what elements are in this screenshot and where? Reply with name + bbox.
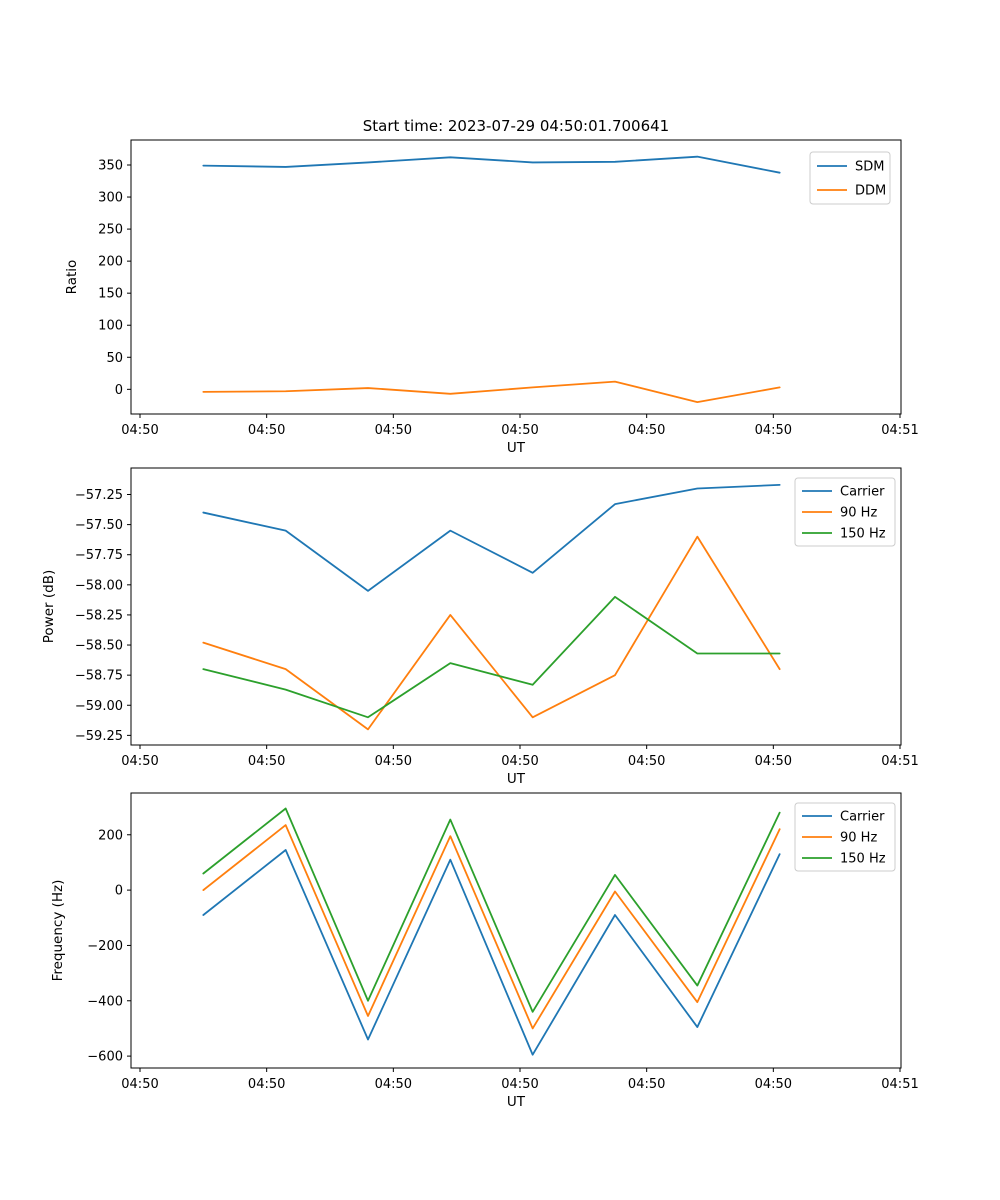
- series-line-carrier: [202, 483, 781, 592]
- y-tick-label: 200: [98, 255, 123, 270]
- legend-box: [794, 802, 896, 872]
- x-tick-label: 04:50: [375, 754, 412, 769]
- y-tick-label: 50: [106, 351, 123, 366]
- y-axis-label: Ratio: [64, 260, 80, 295]
- y-tick-label: 250: [98, 223, 123, 238]
- y-tick-label: 150: [98, 287, 123, 302]
- x-axis-label: UT: [507, 1094, 526, 1110]
- x-tick-label: 04:50: [755, 754, 792, 769]
- x-tick-label: 04:50: [375, 423, 412, 438]
- series-line-ddm: [202, 380, 781, 404]
- x-axis-label: UT: [507, 440, 526, 456]
- x-tick-label: 04:50: [501, 754, 538, 769]
- y-tick-label: 350: [98, 158, 123, 173]
- power-subplot: −59.25 −59.00 −58.75 −58.50 −58.25 −58.00 −57.…: [41, 467, 919, 787]
- x-tick-label: 04:50: [628, 423, 665, 438]
- y-tick-label: −58.25: [75, 608, 123, 623]
- legend-label: 90 Hz: [840, 831, 877, 846]
- x-tick-label: 04:50: [628, 754, 665, 769]
- legend-label: 150 Hz: [840, 527, 886, 542]
- series-line-carrier: [202, 849, 781, 1056]
- y-tick-label: −59.25: [75, 729, 123, 744]
- x-tick-label: 04:50: [628, 1077, 665, 1092]
- legend-box: [809, 151, 891, 205]
- y-axis-label: Power (dB): [41, 570, 57, 643]
- axes-box: [130, 139, 902, 415]
- legend-label: SDM: [855, 160, 884, 175]
- axes-box: [130, 467, 902, 746]
- legend-label: DDM: [855, 184, 886, 199]
- x-tick-label: 04:50: [248, 1077, 285, 1092]
- y-tick-label: −200: [87, 939, 123, 954]
- y-tick-label: 200: [98, 828, 123, 843]
- frequency-subplot: −600 −400 −200 0 200 04:50 04:50 04:50 04:50 04:5…: [50, 792, 919, 1110]
- x-tick-label: 04:50: [121, 754, 158, 769]
- chart-title: Start time: 2023-07-29 04:50:01.700641: [363, 117, 669, 135]
- y-tick-label: 0: [115, 884, 123, 899]
- y-tick-label: −59.00: [75, 699, 123, 714]
- series-line-150-hz: [202, 595, 781, 719]
- x-tick-label: 04:50: [755, 1077, 792, 1092]
- y-tick-label: −600: [87, 1050, 123, 1065]
- x-tick-label: 04:50: [121, 1077, 158, 1092]
- x-tick-label: 04:50: [755, 423, 792, 438]
- x-tick-label: 04:50: [501, 423, 538, 438]
- x-tick-label: 04:51: [881, 1077, 918, 1092]
- y-tick-label: 300: [98, 191, 123, 206]
- series-line-90-hz: [202, 824, 781, 1030]
- y-tick-label: −57.50: [75, 518, 123, 533]
- axes-box: [130, 792, 902, 1069]
- x-axis-label: UT: [507, 771, 526, 787]
- y-tick-label: 0: [115, 383, 123, 398]
- x-tick-label: 04:50: [375, 1077, 412, 1092]
- legend-label: 150 Hz: [840, 852, 886, 867]
- series-line-sdm: [202, 155, 781, 174]
- x-tick-label: 04:51: [881, 423, 918, 438]
- series-line-90-hz: [202, 535, 781, 731]
- legend-label: Carrier: [840, 810, 885, 825]
- y-tick-label: −58.00: [75, 578, 123, 593]
- legend-box: [794, 477, 896, 547]
- legend-label: Carrier: [840, 485, 885, 500]
- y-tick-label: −58.75: [75, 669, 123, 684]
- ratio-subplot: 0 50 100 150 200 250 300 350 04:50 04:50 04:50 04:5…: [64, 139, 919, 456]
- x-tick-label: 04:50: [501, 1077, 538, 1092]
- y-tick-label: −400: [87, 994, 123, 1009]
- y-tick-label: −58.50: [75, 639, 123, 654]
- x-tick-label: 04:51: [881, 754, 918, 769]
- legend-label: 90 Hz: [840, 506, 877, 521]
- y-tick-label: −57.25: [75, 488, 123, 503]
- x-tick-label: 04:50: [248, 423, 285, 438]
- series-line-150-hz: [202, 807, 781, 1013]
- x-tick-label: 04:50: [248, 754, 285, 769]
- y-tick-label: 100: [98, 319, 123, 334]
- x-tick-label: 04:50: [121, 423, 158, 438]
- y-tick-label: −57.75: [75, 548, 123, 563]
- y-axis-label: Frequency (Hz): [50, 880, 66, 982]
